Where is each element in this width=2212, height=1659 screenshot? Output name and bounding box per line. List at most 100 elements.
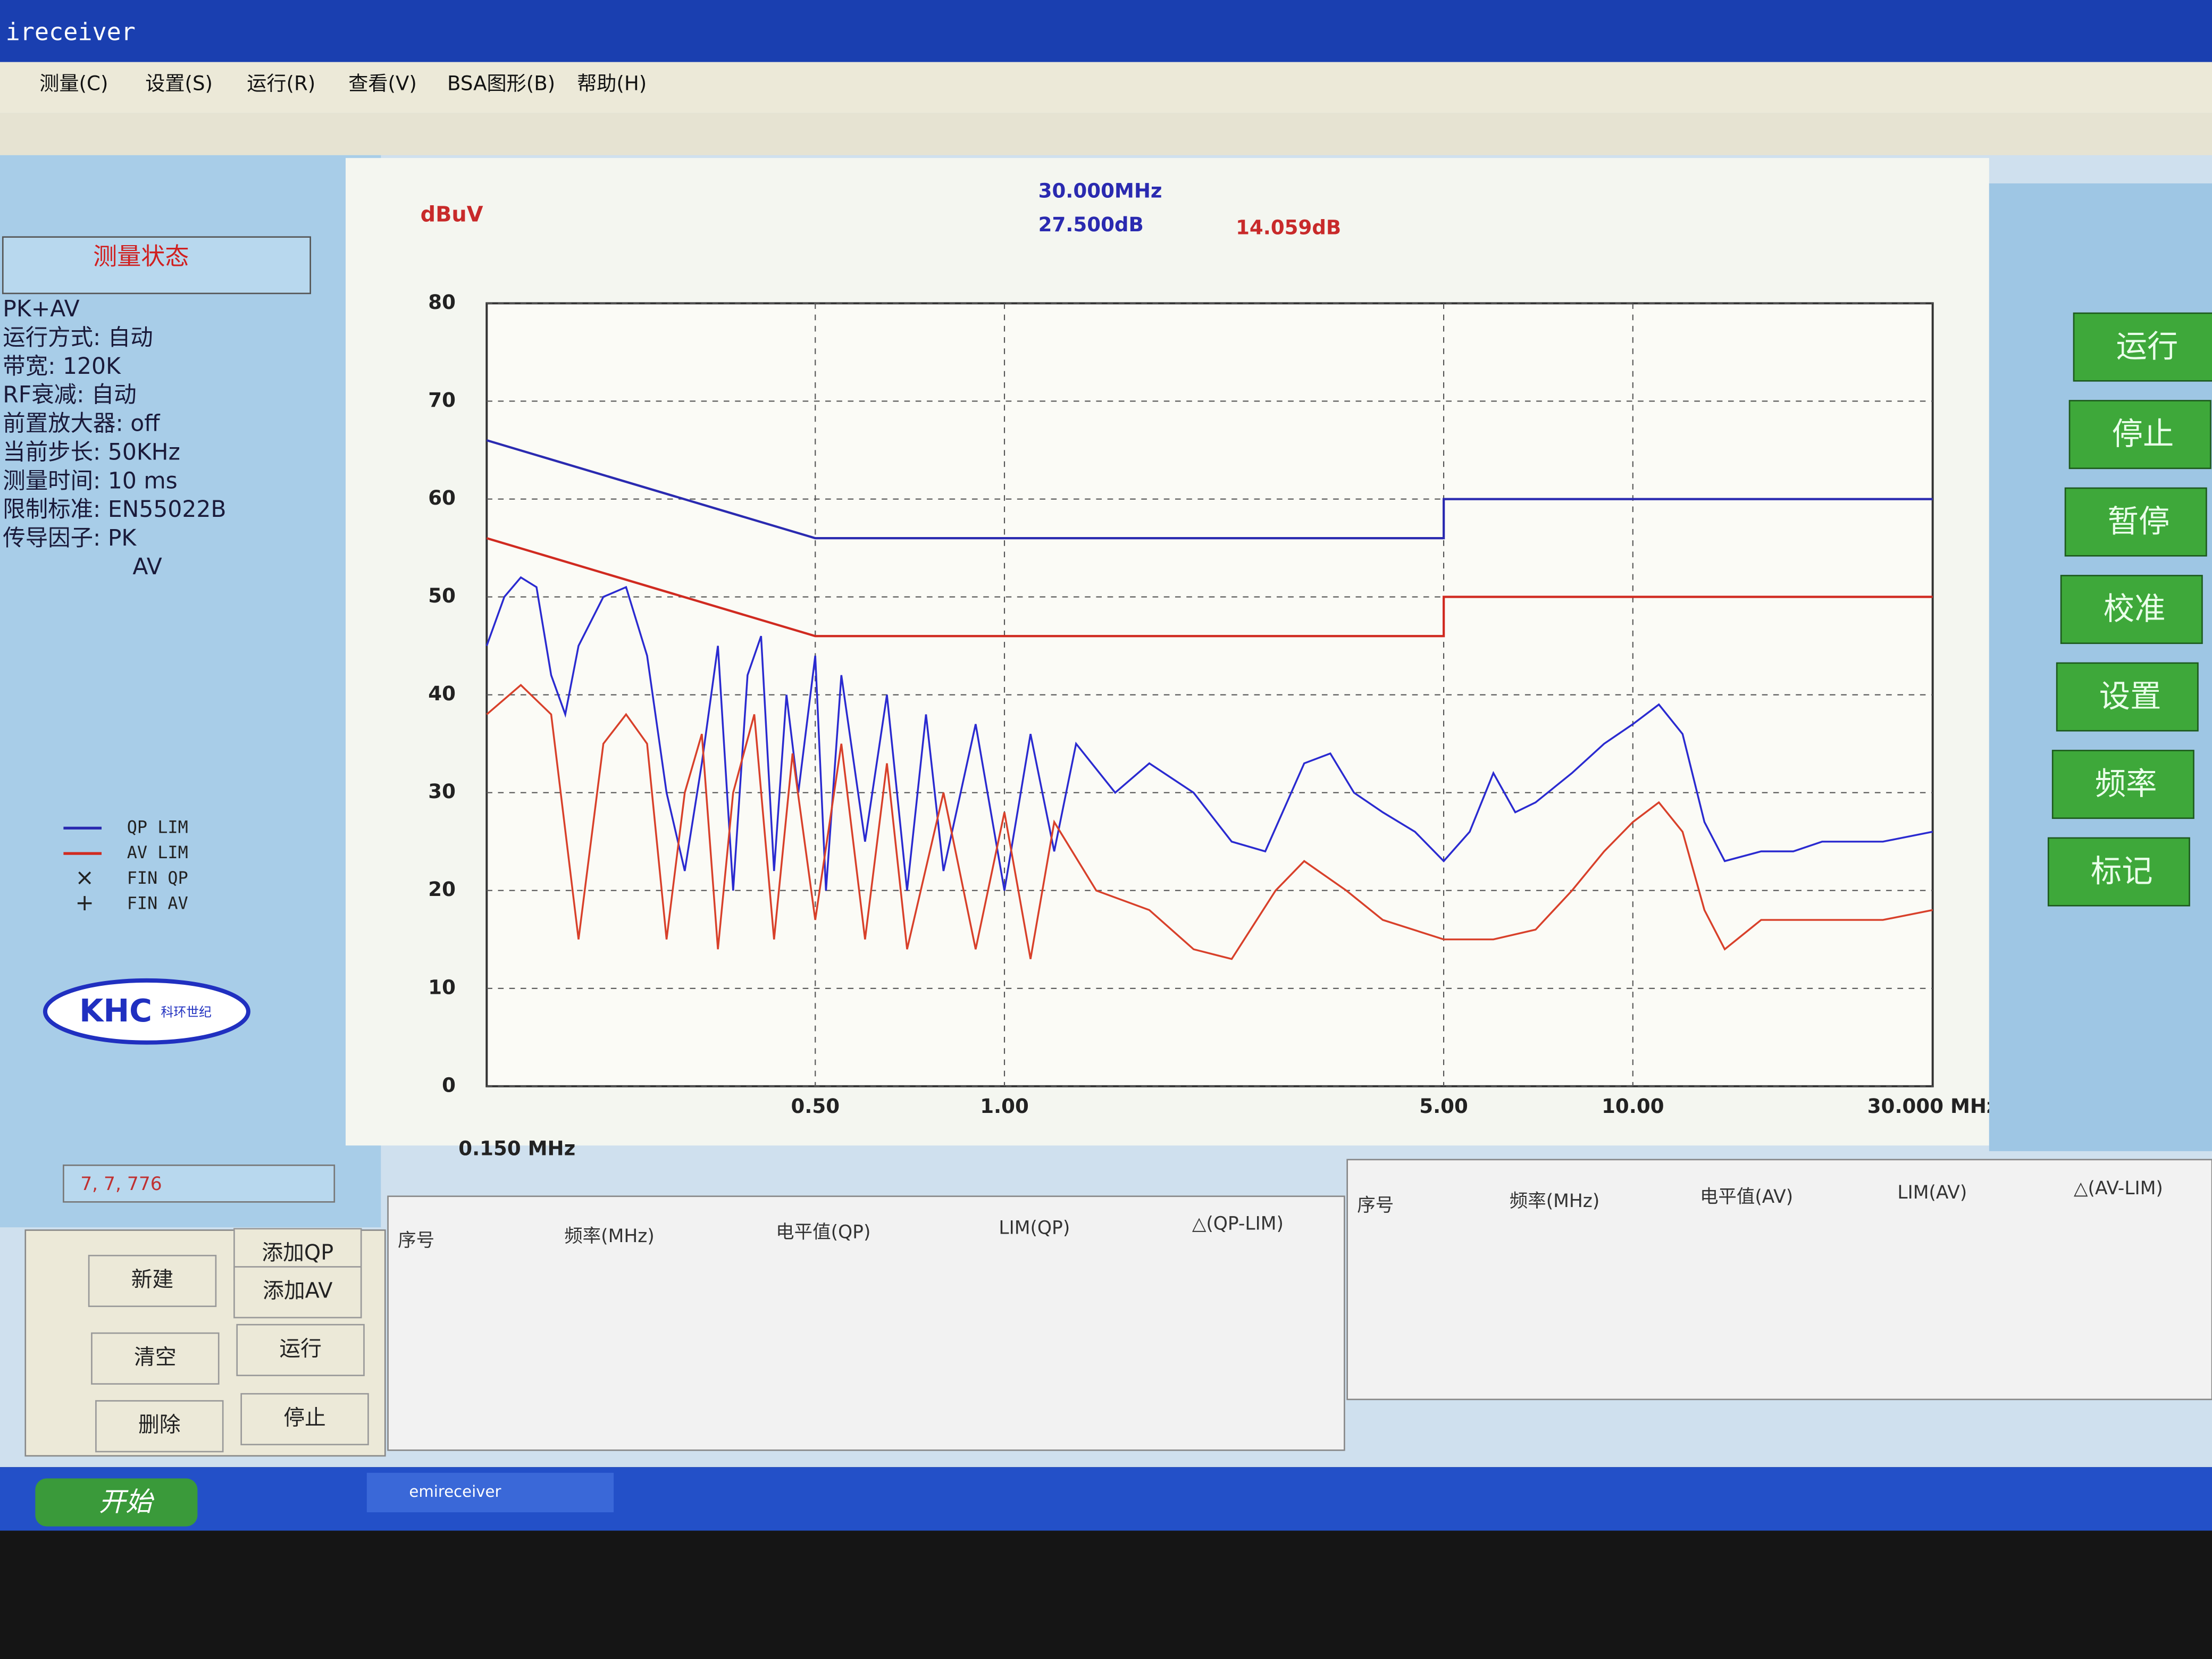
side-button[interactable] [2064, 487, 2207, 557]
button-label: 添加AV [263, 1279, 332, 1303]
side-button-label: 停止 [2112, 416, 2174, 452]
status-header [2, 236, 311, 295]
qp-table [387, 1195, 1345, 1451]
legend-symbol: + [75, 890, 94, 916]
button[interactable] [240, 1393, 369, 1446]
legend-label: AV LIM [127, 842, 188, 862]
menu-bar [0, 62, 2212, 113]
task-button[interactable] [366, 1472, 614, 1513]
status-line: 限制标准: EN55022B [3, 497, 226, 523]
x-tick-label: 10.00 [1602, 1095, 1664, 1118]
logo [43, 978, 250, 1045]
side-button[interactable] [2056, 662, 2199, 732]
button-label: 添加QP [262, 1241, 333, 1265]
button-label: 新建 [131, 1267, 174, 1292]
coords: 7, 7, 776 [80, 1174, 162, 1195]
table-header: 电平值(AV) [1700, 1186, 1793, 1208]
table-header: LIM(QP) [999, 1217, 1070, 1238]
table-header: 电平值(QP) [776, 1221, 870, 1243]
table-header: △(AV-LIM) [2074, 1178, 2163, 1199]
legend-label: FIN AV [127, 893, 188, 914]
status-panel [0, 155, 381, 1228]
menu-item[interactable]: 设置(S) [145, 72, 213, 95]
y-tick-label: 50 [428, 584, 456, 607]
series-line [486, 683, 1933, 960]
side-button-label: 频率 [2095, 766, 2157, 802]
side-button-label: 标记 [2091, 853, 2153, 889]
status-line: 前置放大器: off [3, 411, 161, 437]
table-header: LIM(AV) [1897, 1182, 1967, 1203]
table-header: 序号 [1357, 1195, 1394, 1216]
button[interactable] [91, 1332, 220, 1385]
side-button[interactable] [2068, 400, 2211, 470]
x-tick-label: 5.00 [1419, 1095, 1468, 1118]
button-label: 运行 [279, 1336, 322, 1361]
menu-item[interactable]: 帮助(H) [577, 72, 647, 95]
button-label: 删除 [138, 1413, 181, 1437]
menu-item[interactable]: 运行(R) [247, 72, 315, 95]
coords-box [63, 1164, 336, 1203]
side-button-label: 运行 [2116, 328, 2179, 364]
x-tick-label: 0.50 [791, 1095, 840, 1118]
status-title: 测量状态 [93, 242, 189, 271]
y-axis-label: dBuV [421, 202, 483, 227]
readout-av: 14.059dB [1236, 216, 1341, 239]
status-line: 带宽: 120K [3, 354, 121, 380]
table-header: 频率(MHz) [1510, 1191, 1600, 1212]
side-button[interactable] [2047, 837, 2190, 907]
table-header: △(QP-LIM) [1192, 1213, 1284, 1234]
button[interactable] [95, 1400, 224, 1453]
table-header: 频率(MHz) [564, 1226, 655, 1247]
x-tick-label: 1.00 [980, 1095, 1029, 1118]
side-button-label: 设置 [2099, 678, 2161, 714]
taskbar [0, 1467, 2212, 1531]
start-label: 开始 [99, 1486, 155, 1518]
table-header: 序号 [398, 1230, 434, 1251]
av-table [1346, 1159, 2212, 1401]
toolbar [0, 113, 2212, 155]
series-line [485, 576, 1933, 891]
status-line: 运行方式: 自动 [3, 325, 153, 351]
status-line: 传导因子: PK [3, 525, 137, 551]
logo-sub: 科环世纪 [161, 1004, 211, 1019]
status-line: 当前步长: 50KHz [3, 439, 180, 465]
y-tick-label: 0 [442, 1074, 456, 1096]
x-tick-label: 30.000 MHz [1867, 1095, 1998, 1118]
side-button[interactable] [2060, 575, 2203, 644]
side-button[interactable] [2051, 750, 2194, 819]
menu-item[interactable]: 查看(V) [348, 72, 417, 95]
status-line: 测量时间: 10 ms [3, 468, 177, 494]
legend-label: FIN QP [127, 868, 188, 888]
start-button[interactable] [35, 1478, 198, 1527]
y-tick-label: 20 [428, 878, 456, 901]
readout-freq: 30.000MHz [1038, 179, 1162, 202]
y-tick-label: 30 [428, 780, 456, 803]
button[interactable] [88, 1254, 217, 1308]
legend-label: QP LIM [127, 817, 188, 837]
y-tick-label: 80 [428, 291, 456, 314]
side-button[interactable] [2073, 312, 2212, 382]
window-title: ireceiver [6, 18, 136, 46]
status-line: PK+AV [3, 296, 79, 322]
title-bar [0, 0, 2212, 62]
status-line: AV [132, 554, 162, 580]
y-tick-label: 70 [428, 389, 456, 412]
button[interactable] [233, 1266, 362, 1319]
task-label: emireceiver [409, 1482, 501, 1501]
side-button-label: 暂停 [2108, 503, 2170, 539]
y-tick-label: 10 [428, 976, 456, 999]
side-button-label: 校准 [2104, 591, 2166, 627]
menu-item[interactable]: BSA图形(B) [447, 72, 555, 95]
x-tick-label: 0.150 MHz [458, 1137, 575, 1160]
readout-qp: 27.500dB [1038, 213, 1144, 236]
y-tick-label: 60 [428, 487, 456, 509]
logo-text: KHC [79, 993, 152, 1029]
series-line [486, 537, 1933, 638]
menu-item[interactable]: 测量(C) [39, 72, 108, 95]
button-label: 清空 [134, 1345, 177, 1369]
button[interactable] [236, 1323, 365, 1377]
series-line [486, 439, 1933, 540]
legend-symbol: × [75, 865, 94, 891]
button-label: 停止 [283, 1405, 326, 1430]
